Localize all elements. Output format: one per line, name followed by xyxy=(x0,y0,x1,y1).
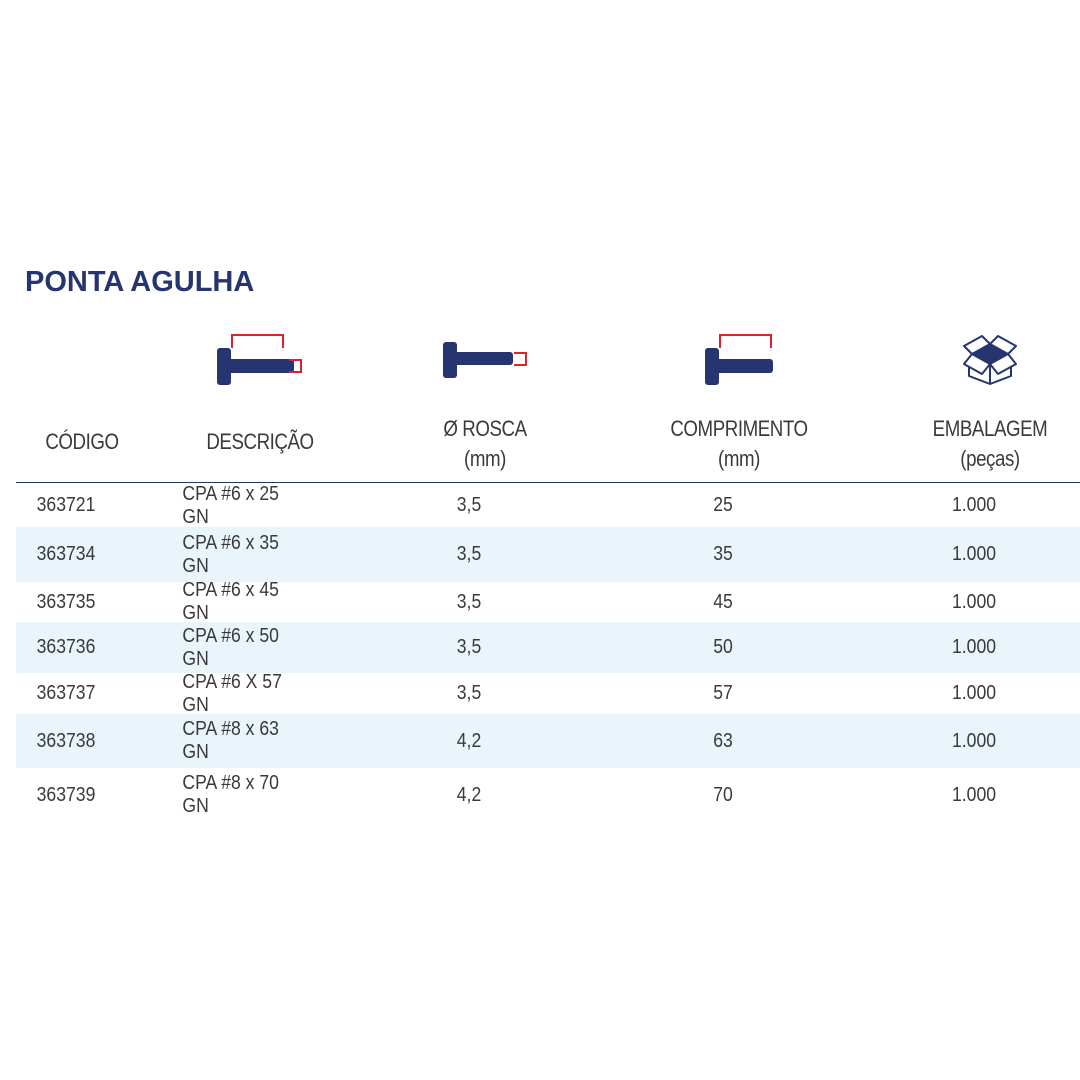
header-embalagem-label: EMBALAGEM xyxy=(932,416,1048,441)
header-rosca-label: Ø ROSCA xyxy=(443,416,527,441)
cell-embalagem: 1.000 xyxy=(951,494,997,516)
table-row: 363736 CPA #6 x 50 GN 3,5 50 1.000 xyxy=(16,622,1080,673)
cell-comprimento: 70 xyxy=(713,783,733,806)
open-box-icon xyxy=(963,335,1017,385)
header-embalagem-unit: (peças) xyxy=(960,446,1020,471)
header-comprimento-unit: (mm) xyxy=(718,446,760,471)
header-divider xyxy=(16,482,1080,483)
screw-length-icon xyxy=(705,334,773,385)
cell-embalagem: 1.000 xyxy=(951,729,997,752)
cell-rosca: 3,5 xyxy=(456,682,482,704)
cell-embalagem: 1.000 xyxy=(951,636,997,658)
table-row: 363734 CPA #6 x 35 GN 3,5 35 1.000 xyxy=(16,527,1080,582)
header-rosca: Ø ROSCA (mm) xyxy=(417,414,553,474)
cell-comprimento: 57 xyxy=(713,682,733,704)
header-embalagem: EMBALAGEM (peças) xyxy=(914,414,1067,474)
table-row: 363739 CPA #8 x 70 GN 4,2 70 1.000 xyxy=(16,768,1080,822)
cell-comprimento: 25 xyxy=(713,494,733,516)
header-comprimento-label: COMPRIMENTO xyxy=(670,416,808,441)
cell-codigo: 363735 xyxy=(36,590,96,613)
table-row: 363737 CPA #6 X 57 GN 3,5 57 1.000 xyxy=(16,670,1080,716)
header-codigo: CÓDIGO xyxy=(45,429,119,454)
cell-rosca: 3,5 xyxy=(456,590,482,613)
table-row: 363721 CPA #6 x 25 GN 3,5 25 1.000 xyxy=(16,482,1080,528)
cell-codigo: 363734 xyxy=(36,543,96,565)
cell-codigo: 363721 xyxy=(36,494,96,516)
cell-embalagem: 1.000 xyxy=(951,590,997,613)
cell-descricao: CPA #6 X 57 GN xyxy=(182,670,282,716)
cell-descricao: CPA #6 x 45 GN xyxy=(182,579,279,624)
cell-descricao: CPA #8 x 70 GN xyxy=(182,772,279,817)
cell-codigo: 363738 xyxy=(36,729,96,752)
table-row: 363735 CPA #6 x 45 GN 3,5 45 1.000 xyxy=(16,579,1080,624)
cell-descricao: CPA #8 x 63 GN xyxy=(182,718,279,763)
table-row: 363738 CPA #8 x 63 GN 4,2 63 1.000 xyxy=(16,714,1080,768)
cell-comprimento: 63 xyxy=(713,729,733,752)
cell-codigo: 363739 xyxy=(36,783,96,806)
cell-descricao: CPA #6 x 25 GN xyxy=(182,482,279,528)
cell-rosca: 4,2 xyxy=(456,729,482,752)
cell-rosca: 3,5 xyxy=(456,494,482,516)
cell-codigo: 363736 xyxy=(36,636,96,658)
cell-embalagem: 1.000 xyxy=(951,682,997,704)
page-title: PONTA AGULHA xyxy=(25,266,255,298)
cell-descricao: CPA #6 x 50 GN xyxy=(182,624,279,670)
cell-embalagem: 1.000 xyxy=(951,783,997,806)
cell-rosca: 3,5 xyxy=(456,636,482,658)
cell-rosca: 4,2 xyxy=(456,783,482,806)
header-descricao: DESCRIÇÃO xyxy=(206,429,314,454)
cell-comprimento: 50 xyxy=(713,636,733,658)
cell-embalagem: 1.000 xyxy=(951,543,997,565)
screw-thread-diameter-icon xyxy=(443,342,527,378)
header-comprimento: COMPRIMENTO (mm) xyxy=(654,414,824,474)
header-rosca-unit: (mm) xyxy=(464,446,506,471)
cell-codigo: 363737 xyxy=(36,682,96,704)
screw-length-total-icon xyxy=(217,334,302,385)
cell-comprimento: 35 xyxy=(713,543,733,565)
cell-comprimento: 45 xyxy=(713,590,733,613)
cell-rosca: 3,5 xyxy=(456,543,482,565)
cell-descricao: CPA #6 x 35 GN xyxy=(182,531,279,577)
